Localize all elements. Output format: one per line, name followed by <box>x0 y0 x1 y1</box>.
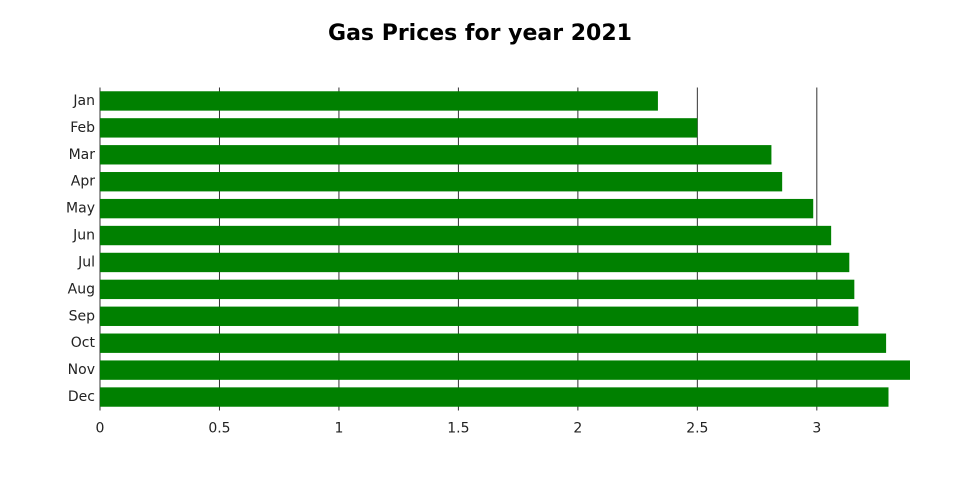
y-tick-label: Jun <box>72 228 95 244</box>
bar <box>100 225 832 246</box>
y-tick-label: Aug <box>68 281 95 297</box>
x-tick-label: 2.5 <box>686 421 708 437</box>
x-tick-label: 0.5 <box>208 421 230 437</box>
bar <box>100 333 887 353</box>
bar <box>100 387 889 407</box>
bar <box>100 306 859 326</box>
x-tick-label: 3 <box>812 421 821 437</box>
y-tick-label: Mar <box>69 147 96 163</box>
bar <box>100 91 658 111</box>
chart-title: Gas Prices for year 2021 <box>328 21 632 46</box>
bar <box>100 118 698 138</box>
y-tick-label: Jan <box>72 93 95 109</box>
x-tick-label: 1.5 <box>447 421 469 437</box>
y-tick-label: Dec <box>68 389 95 405</box>
y-tick-label: Jul <box>77 254 95 270</box>
y-tick-label: Apr <box>71 174 95 190</box>
bar <box>100 360 910 380</box>
y-tick-label: May <box>66 201 95 217</box>
y-tick-label: Nov <box>68 362 95 378</box>
y-tick-label: Sep <box>69 308 96 324</box>
bar <box>100 198 814 219</box>
x-tick-label: 0 <box>96 421 105 437</box>
bar <box>100 252 850 273</box>
bar <box>100 145 772 165</box>
y-tick-label: Feb <box>70 120 95 136</box>
x-tick-label: 2 <box>573 421 582 437</box>
y-tick-label: Oct <box>71 335 96 351</box>
bar <box>100 172 783 192</box>
x-tick-label: 1 <box>334 421 343 437</box>
bar <box>100 279 855 300</box>
